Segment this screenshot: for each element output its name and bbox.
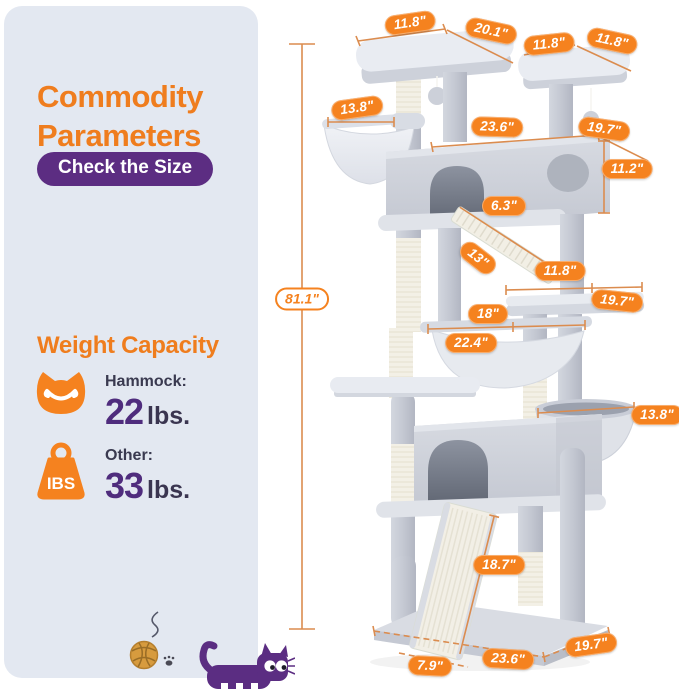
purple-cat-icon xyxy=(199,641,295,689)
hammock-capacity-text: Hammock: 22 lbs. xyxy=(105,368,190,433)
weight-capacity-heading: Weight Capacity xyxy=(37,331,219,359)
dim-total-height: 81.1" xyxy=(275,287,329,311)
right-perch-post xyxy=(549,84,573,138)
upper-ramp xyxy=(450,206,558,284)
dim-mid-platform-depth: 11.8" xyxy=(534,261,586,281)
lower-condo-arch xyxy=(428,440,488,510)
dim-base-width: 23.6" xyxy=(481,647,535,671)
page-title: Commodity Parameters xyxy=(37,77,204,155)
dim-hammock-width: 22.4" xyxy=(445,333,497,353)
dim-scratch-ramp-length: 18.7" xyxy=(473,555,525,575)
other-weight-number: 33 xyxy=(105,465,144,506)
hammock-weight-unit: lbs. xyxy=(147,402,191,430)
paw-print-icon xyxy=(163,655,175,666)
page-title-line2: Parameters xyxy=(37,117,201,153)
lower-board xyxy=(376,494,606,518)
second-post xyxy=(443,72,467,142)
bottom-post-left xyxy=(392,556,416,628)
top-left-perch xyxy=(355,28,514,84)
other-weight-unit: lbs. xyxy=(147,476,191,504)
mid-post-left xyxy=(438,228,461,324)
weight-ibs-icon: IBS xyxy=(37,442,85,500)
yarn-ball-icon xyxy=(129,611,159,670)
hammock-label: Hammock: xyxy=(105,373,187,390)
bottom-post-mid xyxy=(518,506,543,558)
cat-hammock-icon xyxy=(36,372,86,414)
page-title-line1: Commodity xyxy=(37,78,204,114)
hammock-weight-number: 22 xyxy=(105,391,144,432)
other-label: Other: xyxy=(105,447,153,464)
small-platform xyxy=(330,377,480,397)
hanging-ball-toy xyxy=(428,87,446,105)
left-info-panel: Commodity Parameters Check the Size Weig… xyxy=(4,6,258,678)
other-capacity-row: IBS Other: 33 lbs. xyxy=(34,442,190,507)
dim-condo-height: 11.2" xyxy=(601,159,653,179)
other-value: 33 lbs. xyxy=(105,465,190,507)
dim-mid-board: 6.3" xyxy=(482,196,526,216)
dim-hammock-frame: 18" xyxy=(467,304,509,324)
bottom-post-right xyxy=(560,448,585,640)
dim-ramp-base-width: 7.9" xyxy=(407,654,453,678)
scratching-ramp xyxy=(409,502,500,661)
weight-icon-text: IBS xyxy=(47,474,75,493)
check-size-badge: Check the Size xyxy=(37,152,214,186)
other-capacity-text: Other: 33 lbs. xyxy=(105,442,190,507)
dim-condo-width: 23.6" xyxy=(470,116,524,138)
hammock-value: 22 lbs. xyxy=(105,391,190,433)
dim-basket-width: 13.8" xyxy=(631,405,679,425)
condo-round-hole xyxy=(547,154,589,192)
hammock-capacity-row: Hammock: 22 lbs. xyxy=(34,368,190,433)
dimension-lines xyxy=(289,23,649,668)
